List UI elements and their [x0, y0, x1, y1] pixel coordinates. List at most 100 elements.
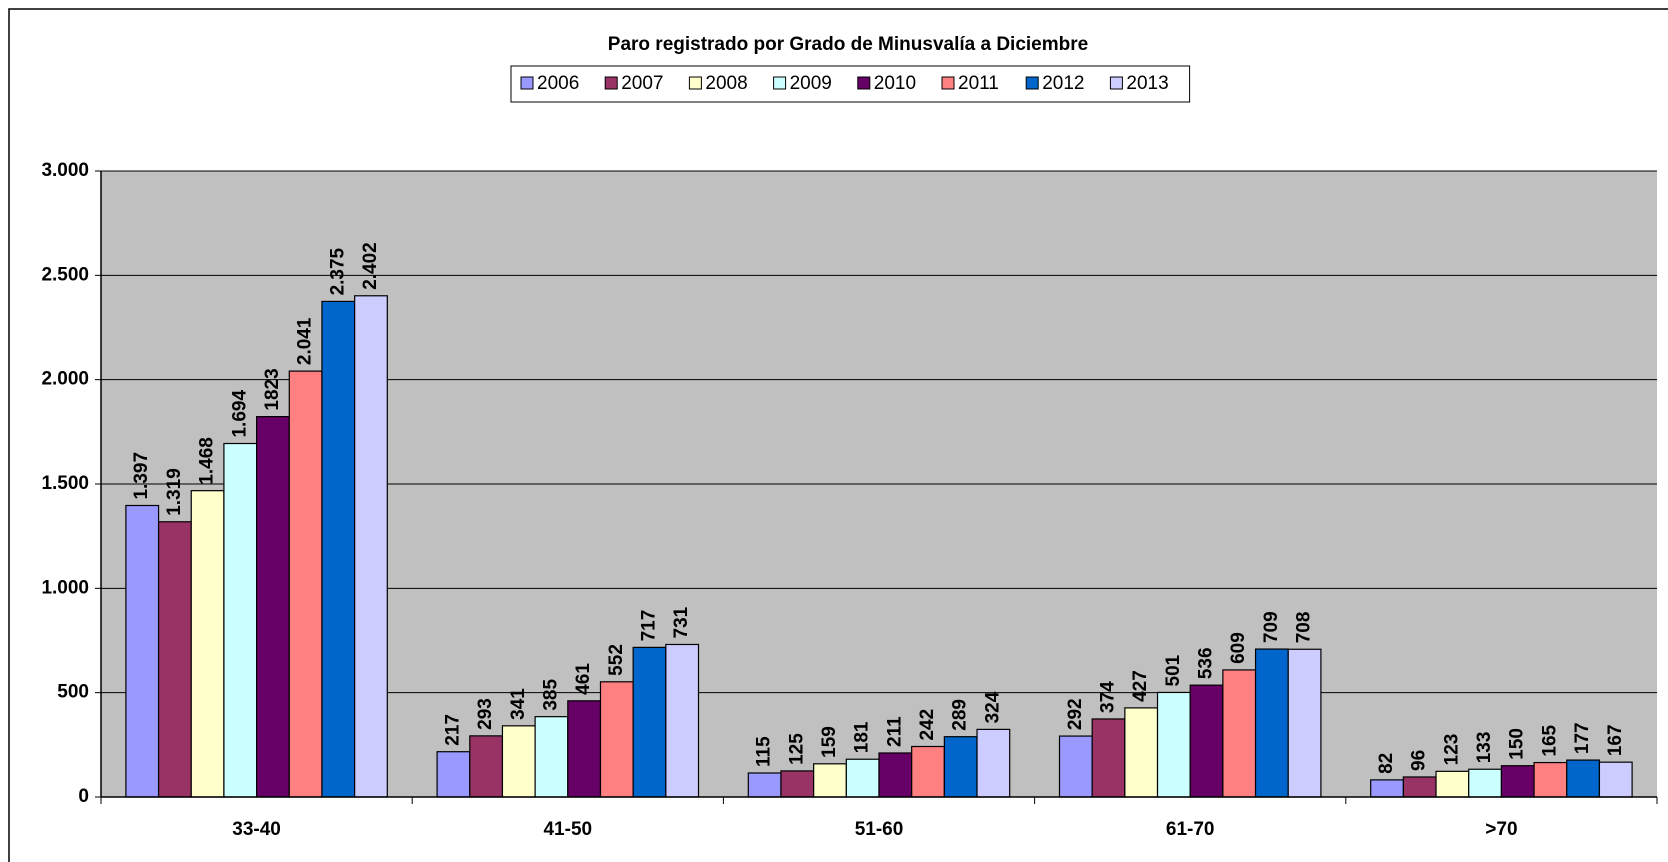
value-label: 731	[671, 606, 692, 638]
bar	[1156, 691, 1191, 798]
legend-label: 2010	[874, 73, 916, 94]
bar	[599, 681, 634, 798]
legend-swatch	[1109, 76, 1123, 90]
value-label: 1.468	[197, 437, 218, 485]
value-label: 536	[1196, 647, 1217, 679]
y-tick-label: 2.500	[41, 264, 89, 285]
bar	[501, 725, 536, 798]
value-label: 717	[639, 610, 660, 642]
bar	[1370, 779, 1404, 798]
value-label: 374	[1098, 681, 1119, 713]
bar	[1566, 759, 1601, 798]
bar	[469, 735, 504, 798]
bar	[780, 770, 815, 798]
bar	[976, 728, 1011, 798]
bar	[943, 736, 978, 798]
value-label: 125	[786, 733, 807, 765]
value-label: 133	[1474, 732, 1495, 764]
y-tick-label: 500	[57, 682, 89, 703]
bar	[878, 752, 913, 798]
value-label: 242	[917, 709, 938, 741]
value-label: 552	[606, 644, 627, 676]
value-label: 461	[573, 663, 594, 695]
value-label: 341	[508, 688, 529, 720]
value-label: 165	[1539, 724, 1560, 756]
value-label: 292	[1065, 698, 1086, 730]
value-label: 1.319	[164, 468, 185, 516]
value-label: 96	[1409, 750, 1430, 771]
x-tick-label: 61-70	[1166, 819, 1215, 840]
bar	[632, 646, 667, 798]
bar	[534, 716, 569, 798]
legend-swatch	[604, 76, 618, 90]
bar	[1468, 768, 1502, 798]
x-tick-label: 41-50	[543, 819, 592, 840]
value-label: 211	[884, 716, 905, 747]
value-label: 181	[852, 721, 873, 753]
value-label: 1.694	[229, 390, 250, 438]
bar	[1222, 669, 1257, 798]
x-tick-label: >70	[1485, 819, 1517, 840]
value-label: 1823	[262, 368, 283, 410]
y-tick-label: 1.000	[41, 577, 89, 598]
value-label: 324	[982, 691, 1003, 723]
bar	[125, 504, 160, 798]
value-label: 501	[1163, 654, 1184, 686]
value-label: 2.402	[360, 242, 381, 290]
bar	[1124, 707, 1159, 798]
bar	[567, 700, 602, 798]
bar	[1500, 765, 1535, 798]
legend-label: 2013	[1126, 73, 1168, 94]
bar	[223, 442, 258, 798]
x-tick-label: 33-40	[232, 819, 281, 840]
legend-label: 2011	[958, 73, 999, 94]
x-tick-label: 51-60	[855, 819, 904, 840]
legend-swatch	[941, 76, 955, 90]
bar	[1058, 735, 1093, 798]
value-label: 115	[754, 736, 775, 767]
bar	[1287, 648, 1322, 798]
legend-label: 2012	[1042, 73, 1084, 94]
value-label: 2.375	[327, 247, 348, 295]
bar	[321, 300, 356, 798]
value-label: 427	[1130, 670, 1151, 702]
bar	[190, 490, 225, 798]
y-tick-label: 1.500	[41, 473, 89, 494]
bar	[157, 521, 192, 798]
value-label: 385	[540, 679, 561, 711]
bar	[1435, 770, 1470, 798]
bar	[747, 772, 782, 798]
value-label: 159	[819, 726, 840, 758]
bar	[354, 295, 388, 798]
value-label: 150	[1507, 728, 1528, 760]
value-label: 217	[442, 714, 463, 746]
value-label: 289	[950, 699, 971, 731]
value-label: 708	[1294, 612, 1315, 644]
y-tick-label: 2.000	[41, 369, 89, 390]
legend-label: 2009	[790, 73, 832, 94]
value-label: 2.041	[295, 317, 316, 365]
value-label: 1.397	[131, 452, 152, 500]
bar	[1598, 761, 1633, 798]
bar	[813, 763, 847, 798]
bar	[436, 751, 471, 798]
bar	[1402, 776, 1437, 798]
legend-label: 2008	[705, 73, 747, 94]
bar	[1189, 684, 1224, 798]
value-label: 609	[1228, 632, 1249, 664]
bar	[1254, 648, 1289, 798]
bar	[1091, 718, 1126, 798]
legend-label: 2006	[537, 73, 579, 94]
bar	[845, 758, 880, 798]
bar	[665, 643, 700, 798]
value-label: 167	[1605, 724, 1626, 756]
legend-label: 2007	[621, 73, 663, 94]
value-label: 709	[1261, 611, 1282, 643]
y-tick-label: 0	[78, 786, 89, 807]
legend-swatch	[520, 76, 534, 90]
value-label: 177	[1572, 722, 1593, 754]
y-tick-label: 3.000	[41, 160, 89, 181]
value-label: 293	[475, 698, 496, 730]
bar	[288, 370, 323, 798]
